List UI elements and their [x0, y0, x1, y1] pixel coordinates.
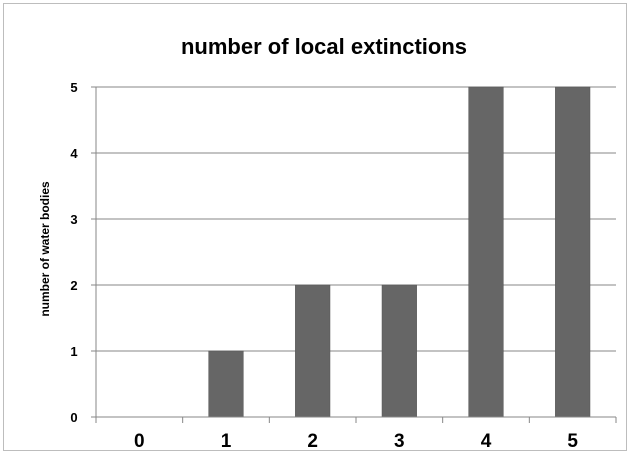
x-tick-label-4: 4: [481, 431, 492, 452]
x-tick-label-1: 1: [221, 431, 232, 452]
bar-1: [208, 350, 244, 418]
bars: [208, 86, 591, 418]
x-tick-label-3: 3: [394, 431, 405, 452]
y-tick-label-1: 1: [70, 344, 77, 359]
y-tick-label-2: 2: [70, 278, 77, 293]
x-tick-label-0: 0: [134, 431, 145, 452]
bar-chart: number of local extinctions number of wa…: [38, 34, 617, 452]
y-tick-label-0: 0: [70, 410, 77, 425]
bar-2: [295, 284, 331, 418]
x-tick-label-5: 5: [567, 431, 578, 452]
y-tick-label-5: 5: [70, 80, 77, 95]
y-axis-label: number of water bodies: [38, 181, 52, 317]
tick-labels: 0 1 2 3 4 5 0 1 2 3 4 5: [70, 80, 578, 452]
bar-3: [381, 284, 417, 418]
chart-title: number of local extinctions: [181, 34, 467, 59]
bar-5: [555, 86, 591, 418]
x-tick-label-2: 2: [307, 431, 318, 452]
y-tick-label-3: 3: [70, 212, 77, 227]
axes: [91, 86, 617, 423]
gridlines: [96, 86, 616, 352]
bar-4: [468, 86, 504, 418]
y-tick-label-4: 4: [70, 146, 78, 161]
chart-frame: number of local extinctions number of wa…: [3, 3, 627, 452]
